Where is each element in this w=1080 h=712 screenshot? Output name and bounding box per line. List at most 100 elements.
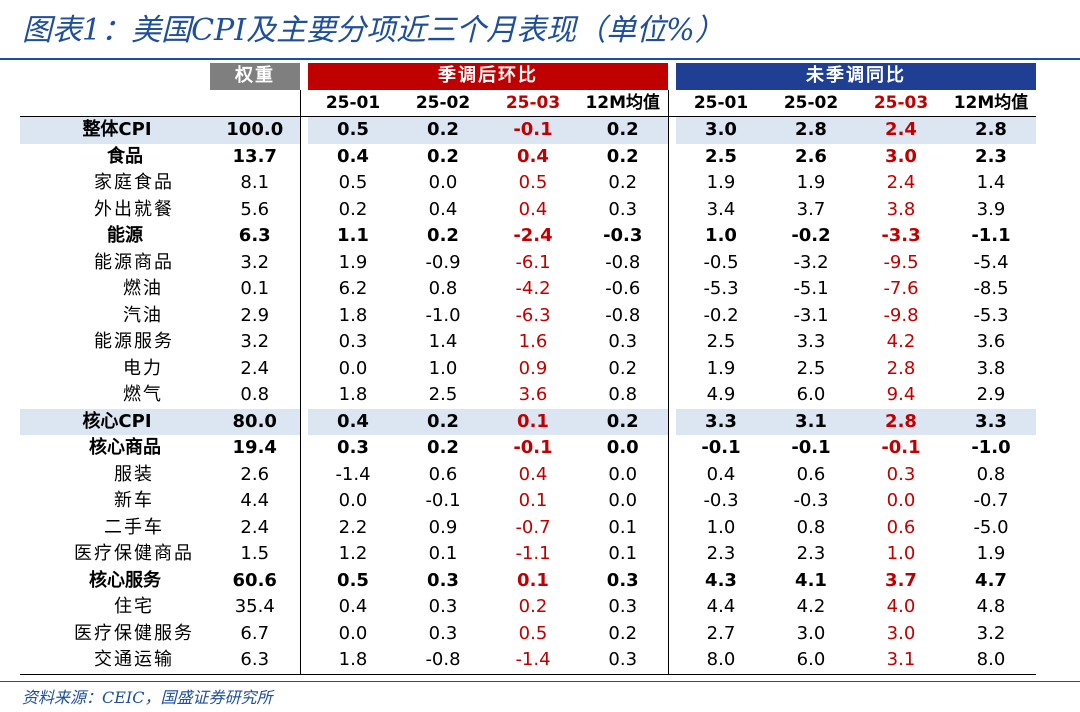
mom-value: 0.2 [518, 596, 548, 617]
row-name: 燃油 [123, 278, 163, 299]
yoy-value: 2.5 [706, 331, 736, 352]
mom-value: 0.9 [428, 516, 458, 538]
mom-value: 2.2 [338, 516, 368, 538]
row-name: 服装 [114, 463, 154, 485]
gap-cell [300, 170, 308, 197]
yoy-value: 2.3 [706, 543, 736, 564]
mom-value: 0.4 [337, 145, 369, 167]
yoy-value: -0.2 [791, 225, 831, 246]
gap-cell [300, 541, 308, 568]
gap-cell [300, 276, 308, 303]
mom-value: 0.4 [338, 596, 368, 617]
row-name: 汽油 [123, 304, 163, 326]
yoy-value: 8.0 [676, 647, 766, 675]
row-weight: 80.0 [210, 408, 301, 435]
mom-value: 0.2 [578, 620, 669, 647]
mom-value: 0.1 [517, 569, 549, 591]
gap-cell [668, 276, 676, 303]
row-weight: 4.4 [210, 488, 301, 515]
mom-value: 3.6 [518, 384, 548, 405]
mom-value: 0.5 [518, 172, 548, 193]
row-name: 二手车 [104, 516, 164, 538]
mom-value: -0.3 [578, 223, 669, 250]
mom-value: 0.0 [338, 490, 368, 511]
header-weight: 权重 [210, 63, 300, 90]
gap-cell [668, 594, 676, 621]
yoy-value: 3.0 [676, 116, 766, 144]
yoy-value: 2.5 [705, 145, 737, 167]
yoy-value: 1.9 [706, 357, 736, 379]
mom-value: 0.1 [578, 514, 669, 541]
table-row: 燃气 0.8 1.8 2.5 3.6 0.8 4.9 6.0 9.4 2.9 [20, 382, 1036, 409]
row-weight: 5.6 [210, 196, 301, 223]
gap-cell [668, 461, 676, 488]
gap-cell [300, 408, 308, 435]
header-weight-blank [210, 89, 301, 117]
yoy-value: -0.3 [793, 490, 829, 511]
row-weight: 3.2 [210, 249, 301, 276]
row-name: 核心商品 [89, 437, 161, 458]
mom-value: 1.4 [428, 331, 458, 352]
yoy-value: -0.1 [701, 437, 741, 458]
source-divider [0, 681, 1080, 682]
yoy-value: 2.8 [946, 116, 1036, 144]
row-weight: 6.3 [210, 223, 301, 250]
mom-value: 1.0 [428, 357, 458, 379]
gap-cell [668, 567, 676, 594]
yoy-value: 2.8 [856, 408, 946, 435]
yoy-value: 2.3 [975, 145, 1007, 167]
table-row: 家庭食品 8.1 0.5 0.0 0.5 0.2 1.9 1.9 2.4 1.4 [20, 170, 1036, 197]
row-name: 医疗保健服务 [74, 622, 194, 644]
gap-cell [668, 249, 676, 276]
yoy-value: 1.9 [706, 172, 736, 193]
table-row: 整体CPI 100.0 0.5 0.2 -0.1 0.2 3.0 2.8 2.4 2.8 [20, 116, 1036, 144]
yoy-value: -3.1 [793, 304, 829, 326]
row-name: 燃气 [123, 384, 163, 405]
gap-cell [300, 514, 308, 541]
yoy-value: -0.7 [973, 490, 1009, 511]
row-name: 新车 [114, 490, 154, 511]
table-row: 医疗保健服务 6.7 0.0 0.3 0.5 0.2 2.7 3.0 3.0 3.2 [20, 620, 1036, 647]
table-row: 二手车 2.4 2.2 0.9 -0.7 0.1 1.0 0.8 0.6 -5.0 [20, 514, 1036, 541]
row-name: 交通运输 [20, 647, 210, 675]
gap-cell [300, 382, 308, 409]
source-note: 资料来源：CEIC，国盛证券研究所 [22, 688, 273, 707]
gap-cell [668, 329, 676, 356]
gap-cell [668, 541, 676, 568]
mom-value: 0.8 [428, 278, 458, 299]
mom-value: 0.2 [427, 437, 459, 458]
yoy-value: 2.7 [706, 622, 736, 644]
yoy-value: -5.3 [703, 278, 739, 299]
mom-value: 6.2 [338, 278, 368, 299]
row-weight: 19.4 [210, 435, 301, 462]
yoy-value: 0.8 [796, 516, 826, 538]
table-row: 服装 2.6 -1.4 0.6 0.4 0.0 0.4 0.6 0.3 0.8 [20, 461, 1036, 488]
header-blank [20, 63, 210, 90]
row-weight: 0.1 [210, 276, 301, 303]
mom-value: 0.3 [578, 594, 669, 621]
mom-value: 0.0 [578, 461, 669, 488]
mom-value: 0.2 [578, 355, 669, 382]
gap-cell [668, 355, 676, 382]
yoy-value: 4.3 [705, 569, 737, 591]
table-row: 新车 4.4 0.0 -0.1 0.1 0.0 -0.3 -0.3 0.0 -0.7 [20, 488, 1036, 515]
mom-value: 0.1 [518, 490, 548, 511]
mom-value: 1.1 [337, 225, 369, 246]
yoy-value: 3.3 [796, 331, 826, 352]
mom-value: -0.1 [425, 490, 461, 511]
gap-cell [300, 355, 308, 382]
row-weight: 2.4 [210, 514, 301, 541]
yoy-value: -0.1 [791, 437, 831, 458]
row-weight: 0.8 [210, 382, 301, 409]
header-name-blank [20, 89, 210, 117]
yoy-value: 2.3 [796, 543, 826, 564]
row-name: 能源商品 [94, 251, 174, 273]
mom-value: 0.3 [578, 647, 669, 675]
mom-value: 0.2 [398, 408, 488, 435]
yoy-value: 3.1 [856, 647, 946, 675]
mom-value: 0.1 [578, 541, 669, 568]
yoy-value: 2.8 [766, 116, 856, 144]
cpi-table: 权重 季调后环比 未季调同比 25-01 25-02 25-03 12M均值 2… [20, 63, 1036, 675]
table-row: 交通运输 6.3 1.8 -0.8 -1.4 0.3 8.0 6.0 3.1 8.0 [20, 647, 1036, 675]
yoy-value: 2.8 [886, 357, 916, 379]
